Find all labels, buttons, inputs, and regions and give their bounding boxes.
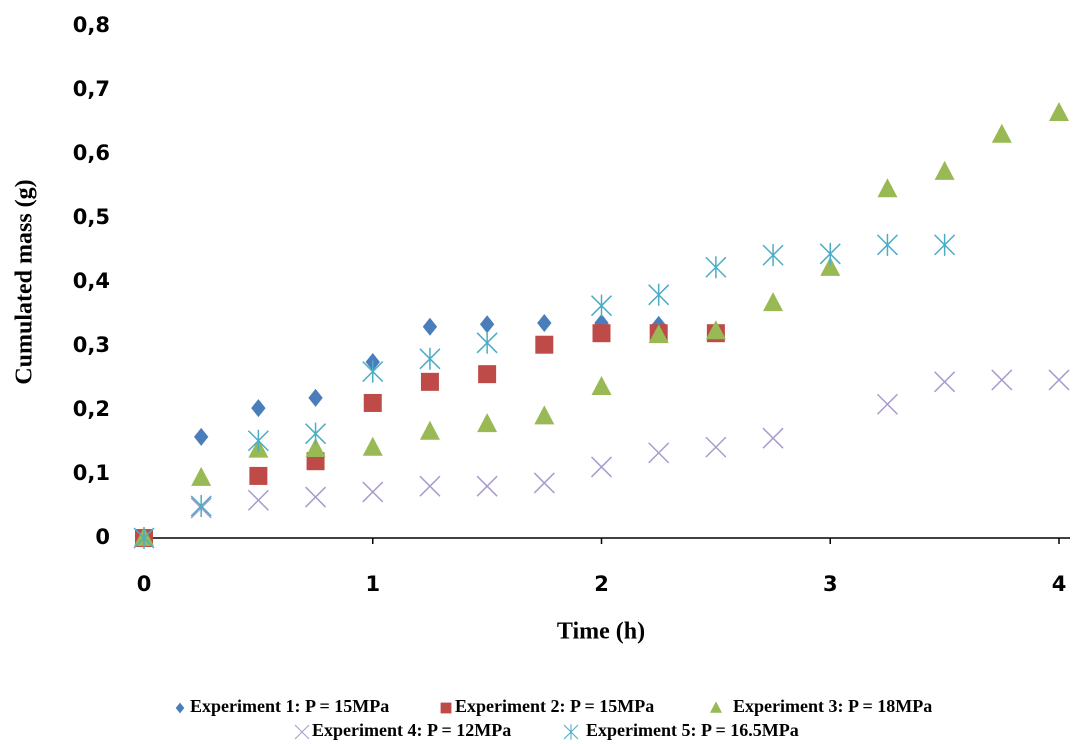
data-point — [991, 123, 1012, 143]
legend-label: Experiment 5: P = 16.5MPa — [586, 720, 799, 740]
y-tick-label: 0 — [95, 525, 110, 549]
data-point — [590, 294, 613, 317]
data-point — [305, 422, 327, 445]
data-point — [876, 233, 898, 256]
legend-marker — [294, 724, 310, 740]
data-point — [592, 324, 611, 343]
legend-marker-shape — [440, 702, 452, 714]
legend-marker-shape — [563, 724, 579, 740]
data-point — [648, 324, 669, 344]
data-point — [420, 372, 439, 391]
data-point — [419, 420, 440, 440]
x-tick-label: 3 — [823, 572, 838, 596]
data-point — [648, 283, 670, 306]
data-point — [991, 369, 1013, 391]
data-point — [419, 475, 441, 497]
data-point — [191, 466, 212, 486]
data-point — [705, 320, 726, 340]
data-point — [705, 256, 727, 279]
data-point — [535, 335, 554, 354]
legend-label: Experiment 3: P = 18MPa — [733, 696, 932, 716]
data-point — [537, 313, 552, 332]
data-point — [820, 256, 841, 276]
data-point — [305, 438, 326, 458]
data-point — [934, 371, 956, 393]
data-point — [705, 436, 727, 458]
data-point — [362, 481, 384, 503]
data-point — [590, 456, 613, 478]
data-point — [251, 399, 266, 418]
data-point — [762, 427, 784, 449]
legend-marker — [710, 701, 722, 713]
y-tick-label: 0,5 — [73, 205, 110, 229]
data-point — [363, 393, 382, 412]
x-axis-title: Time (h) — [557, 619, 645, 645]
data-point — [1049, 102, 1069, 122]
data-point — [305, 486, 327, 508]
data-point — [249, 466, 268, 485]
y-tick-label: 0,3 — [73, 333, 110, 357]
data-point — [133, 527, 155, 549]
data-point — [193, 427, 209, 446]
data-point — [308, 388, 323, 407]
data-point — [1048, 369, 1070, 391]
data-point — [876, 393, 898, 415]
y-tick-label: 0,1 — [73, 461, 110, 485]
data-point — [478, 365, 497, 384]
data-point — [247, 489, 269, 511]
x-tick-label: 2 — [594, 572, 609, 596]
data-point — [934, 160, 955, 180]
data-point — [422, 317, 438, 336]
x-tick-label: 4 — [1052, 572, 1067, 596]
x-tick-label: 0 — [137, 572, 152, 596]
y-axis-title: Cumulated mass (g) — [12, 179, 38, 384]
data-point — [476, 331, 498, 354]
legend-marker — [440, 702, 452, 714]
legend-marker-shape — [294, 724, 310, 740]
x-tick-label: 1 — [365, 572, 380, 596]
legend-marker — [175, 702, 185, 714]
data-point — [591, 375, 612, 395]
y-tick-label: 0,8 — [73, 13, 110, 37]
y-tick-label: 0,2 — [73, 397, 110, 421]
data-point — [533, 472, 555, 494]
data-point — [877, 178, 898, 198]
data-point — [362, 360, 384, 383]
data-point — [362, 436, 383, 456]
legend-label: Experiment 2: P = 15MPa — [455, 696, 654, 716]
data-point — [476, 475, 498, 497]
y-tick-label: 0,6 — [73, 141, 110, 165]
legend-marker-shape — [710, 701, 722, 713]
legend-label: Experiment 4: P = 12MPa — [312, 720, 511, 740]
legend-label: Experiment 1: P = 15MPa — [190, 696, 389, 716]
y-tick-label: 0,7 — [73, 77, 110, 101]
data-point — [762, 244, 784, 267]
data-point — [190, 495, 212, 517]
y-tick-label: 0,4 — [73, 269, 110, 293]
data-point — [819, 242, 841, 265]
data-point — [934, 233, 956, 256]
data-point — [763, 292, 784, 312]
legend-marker — [563, 724, 579, 740]
data-point — [477, 413, 498, 433]
legend-marker-shape — [175, 702, 185, 714]
data-point — [534, 405, 555, 425]
data-point — [247, 429, 269, 452]
data-point — [419, 347, 441, 370]
data-point — [648, 442, 670, 464]
data-point — [479, 315, 495, 334]
